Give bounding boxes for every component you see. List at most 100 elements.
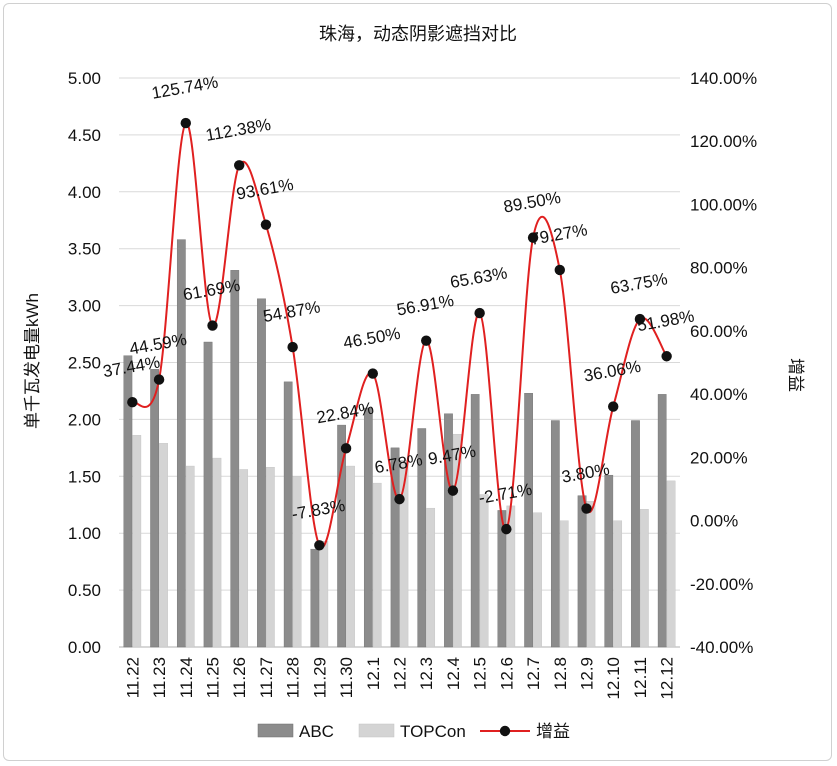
left-axis-ticks: 0.00 0.50 1.00 1.50 2.00 2.50 3.00 3.50 4.00 4.50…: [68, 69, 101, 657]
right-tick-label: -40.00%: [690, 638, 753, 657]
gain-data-label: 63.75%: [609, 269, 669, 298]
left-tick-label: 2.00: [68, 410, 101, 429]
right-tick-label: 80.00%: [690, 259, 748, 278]
gridlines: [119, 77, 680, 648]
bar-abc: [176, 239, 186, 648]
right-tick-label: 20.00%: [690, 448, 748, 467]
bar-abc: [337, 424, 346, 648]
legend-label-gain: 增益: [536, 722, 570, 741]
x-tick-label: 11.29: [310, 657, 329, 698]
bar-topcon: [319, 540, 329, 648]
bar-abc: [283, 381, 293, 648]
bar-abc: [417, 428, 427, 648]
bar-abc: [524, 393, 533, 648]
gain-marker: [367, 368, 378, 379]
bar-topcon: [453, 433, 462, 648]
gain-marker: [474, 307, 485, 319]
legend: ABC TOPCon 增益: [257, 722, 570, 741]
bar-topcon: [426, 507, 436, 648]
left-tick-label: 4.50: [68, 126, 101, 145]
gain-data-label: 36.06%: [582, 357, 642, 386]
x-tick-label: 12.7: [524, 657, 543, 690]
left-tick-label: 1.50: [68, 467, 101, 486]
gain-marker: [314, 540, 325, 551]
gain-data-label: 9.47%: [427, 442, 478, 469]
x-tick-label: 12.5: [471, 657, 490, 690]
right-axis-ticks: -40.00% -20.00% 0.00% 20.00% 40.00% 60.00% 80.…: [690, 69, 757, 657]
gain-marker: [234, 160, 245, 171]
gain-marker: [340, 443, 352, 454]
gain-data-label: 79.27%: [529, 220, 589, 249]
bar-topcon: [559, 520, 569, 648]
gain-marker: [127, 397, 138, 408]
right-tick-label: 140.00%: [690, 69, 757, 88]
bar-abc: [230, 270, 240, 648]
x-tick-label: 12.9: [578, 657, 597, 690]
gain-data-label: 125.74%: [150, 72, 219, 102]
bar-abc: [470, 394, 480, 648]
bar-abc: [257, 298, 266, 648]
bar-topcon: [666, 480, 676, 648]
bar-abc: [550, 420, 560, 648]
bar-topcon: [132, 435, 142, 648]
gain-data-label: 3.80%: [560, 460, 611, 487]
bar-abc: [604, 474, 614, 648]
x-tick-label: 12.4: [444, 657, 463, 690]
bar-abc: [123, 355, 133, 648]
gain-data-label: 51.98%: [636, 306, 696, 335]
left-tick-label: 2.50: [68, 354, 101, 373]
gain-marker: [581, 503, 592, 514]
x-tick-label: 11.23: [150, 657, 169, 698]
right-tick-label: 120.00%: [690, 132, 757, 151]
bar-abc: [444, 413, 453, 648]
gain-marker: [287, 341, 298, 353]
legend-swatch-abc: [257, 723, 294, 738]
x-tick-label: 11.25: [204, 657, 223, 698]
right-tick-label: 40.00%: [690, 385, 748, 404]
gain-marker: [634, 313, 646, 325]
x-tick-label: 12.6: [497, 657, 516, 690]
left-tick-label: 1.00: [68, 524, 101, 543]
gain-line: [127, 117, 672, 551]
x-tick-label: 12.12: [658, 657, 677, 700]
left-tick-label: 4.00: [68, 183, 101, 202]
bar-topcon: [292, 476, 302, 648]
legend-marker-gain: [499, 725, 511, 737]
bar-topcon: [266, 466, 275, 648]
gain-data-label: 65.63%: [449, 263, 509, 292]
x-tick-label: 11.24: [177, 657, 196, 698]
left-tick-label: 3.00: [68, 297, 101, 316]
gain-marker: [501, 523, 512, 535]
gain-data-label: 56.91%: [395, 291, 455, 320]
bar-abc: [497, 510, 507, 648]
x-tick-label: 11.22: [123, 657, 142, 698]
x-tick-label: 12.1: [364, 657, 383, 690]
legend-label-topcon: TOPCon: [400, 722, 466, 741]
x-tick-label: 11.27: [257, 657, 276, 698]
gain-marker: [394, 493, 405, 505]
gain-marker: [554, 264, 565, 276]
gain-marker: [608, 401, 619, 412]
bar-topcon: [399, 460, 409, 648]
bar-topcon: [533, 512, 542, 648]
gain-marker: [421, 335, 432, 346]
x-tick-label: 12.2: [391, 657, 410, 690]
gain-data-label: 6.78%: [373, 450, 424, 477]
bar-topcon: [185, 465, 195, 648]
x-tick-label: 12.10: [604, 657, 623, 700]
bar-topcon: [212, 457, 222, 648]
gain-marker: [207, 320, 218, 331]
x-tick-label: 12.11: [631, 657, 650, 698]
bar-topcon: [640, 509, 649, 648]
left-tick-label: 0.50: [68, 581, 101, 600]
x-tick-label: 12.8: [551, 657, 570, 690]
bar-topcon: [159, 443, 168, 648]
bar-abc: [657, 394, 667, 648]
gain-data-label: 54.87%: [262, 297, 322, 326]
x-tick-label: 11.28: [284, 657, 303, 698]
bar-topcon: [239, 469, 249, 648]
bar-abc: [363, 407, 373, 648]
left-tick-label: 5.00: [68, 69, 101, 88]
left-tick-label: 3.50: [68, 240, 101, 259]
